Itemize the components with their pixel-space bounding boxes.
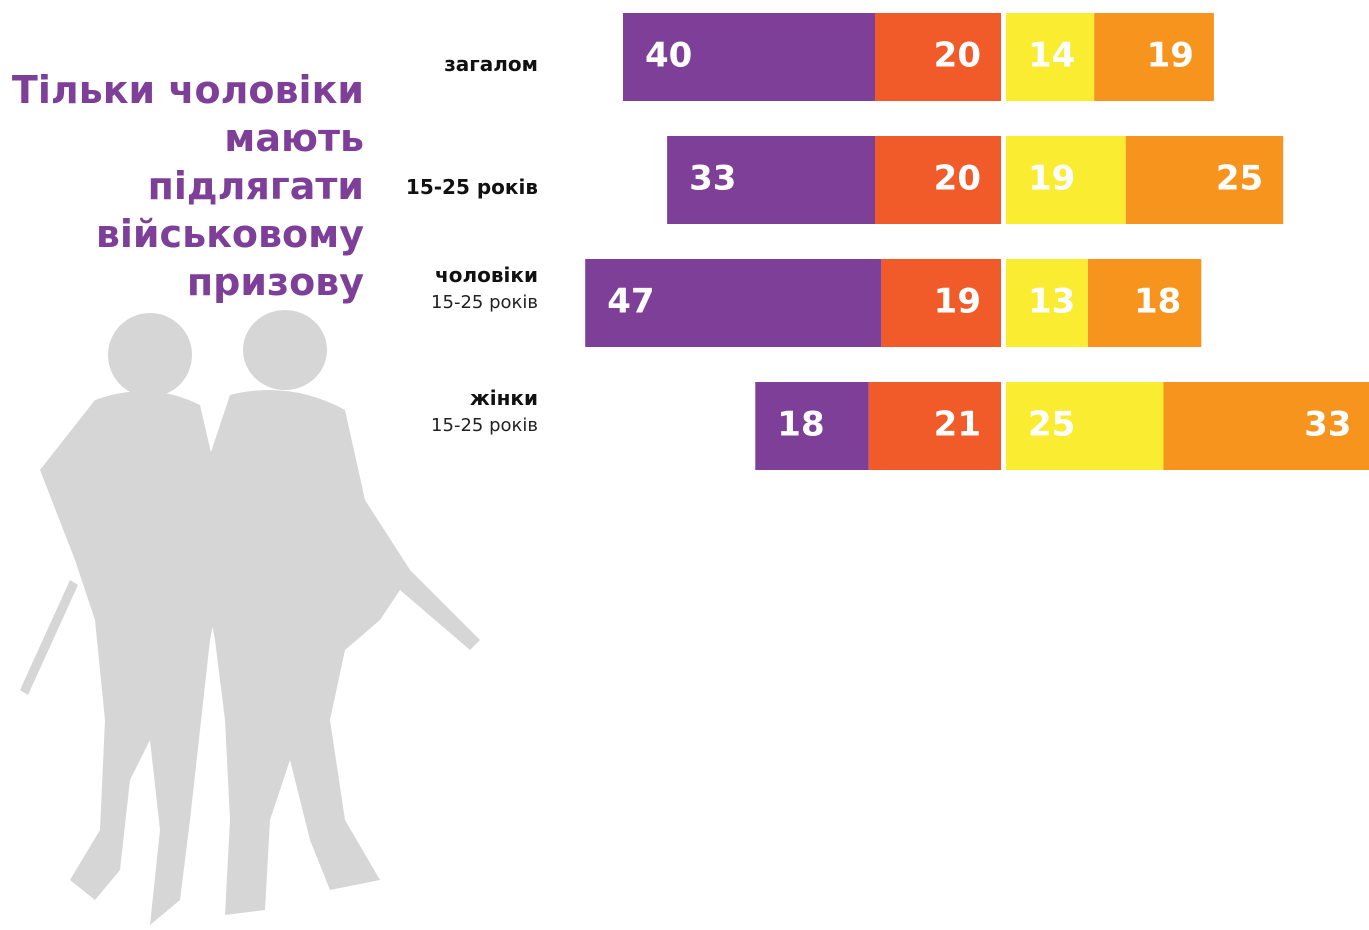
- category-note: 15-25 років: [431, 292, 538, 313]
- value-label: 25: [1216, 159, 1263, 199]
- value-label: 19: [1147, 36, 1194, 76]
- page: {"chart_data": {"type": "diverging-bar",…: [0, 0, 1369, 930]
- soldier-silhouettes: [20, 310, 480, 925]
- value-label: 18: [1134, 282, 1181, 322]
- value-label: 33: [689, 159, 736, 199]
- value-label: 25: [1028, 405, 1075, 445]
- value-label: 21: [934, 405, 981, 445]
- value-label: 18: [777, 405, 824, 445]
- category-label: чоловіки: [435, 263, 538, 287]
- value-label: 20: [934, 36, 981, 76]
- value-label: 14: [1028, 36, 1075, 76]
- value-label: 13: [1028, 282, 1075, 322]
- category-label: 15-25 років: [406, 175, 538, 199]
- category-label: жінки: [470, 386, 538, 410]
- chart-title: Тільки чоловіки мають підлягати військов…: [0, 66, 364, 306]
- value-label: 33: [1304, 405, 1351, 445]
- value-label: 19: [934, 282, 981, 322]
- value-label: 40: [645, 36, 692, 76]
- value-label: 20: [934, 159, 981, 199]
- category-note: 15-25 років: [431, 415, 538, 436]
- value-label: 19: [1028, 159, 1075, 199]
- value-label: 47: [607, 282, 654, 322]
- category-label: загалом: [444, 52, 538, 76]
